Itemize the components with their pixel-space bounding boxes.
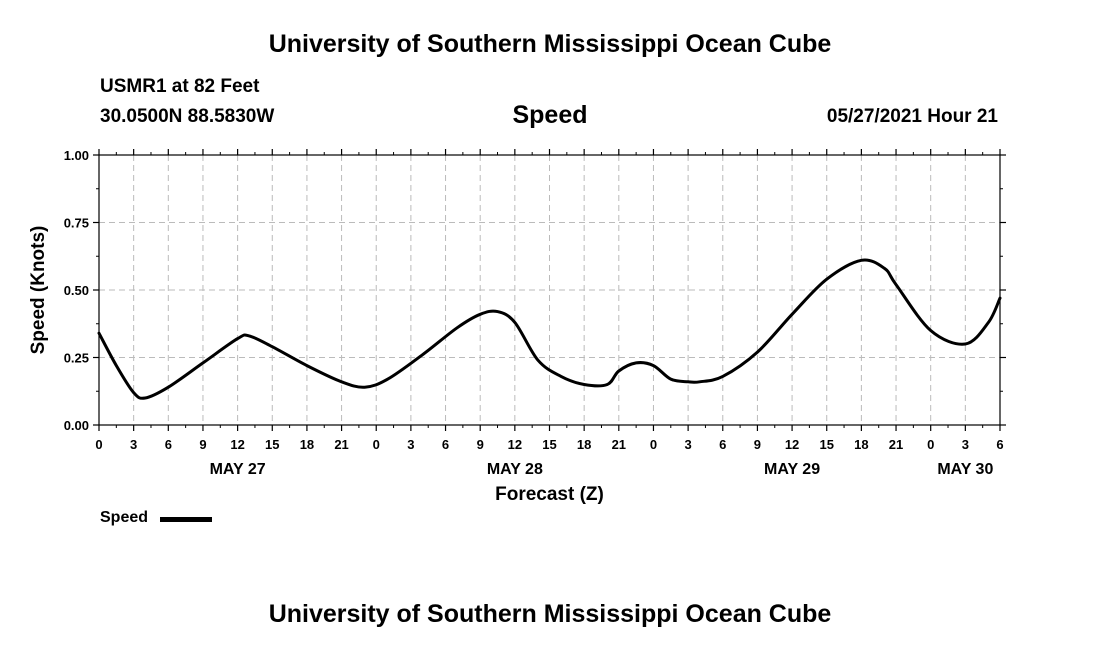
y-tick-label: 0.50: [64, 283, 89, 298]
x-tick-label: 6: [996, 437, 1003, 452]
legend-swatch: [160, 517, 212, 522]
x-tick-label: 9: [754, 437, 761, 452]
x-axis-title: Forecast (Z): [495, 484, 604, 505]
x-tick-label: 3: [684, 437, 691, 452]
plot-frame: [98, 154, 1001, 426]
x-tick-label: 21: [612, 437, 626, 452]
x-tick-label: 12: [785, 437, 799, 452]
x-tick-label: 6: [442, 437, 449, 452]
x-tick-label: 0: [95, 437, 102, 452]
x-tick-label: 0: [650, 437, 657, 452]
x-tick-label: 15: [819, 437, 833, 452]
x-date-label: MAY 30: [937, 461, 993, 478]
y-tick-label: 1.00: [64, 148, 89, 163]
x-tick-label: 3: [962, 437, 969, 452]
x-tick-label: 12: [230, 437, 244, 452]
x-tick-label: 3: [407, 437, 414, 452]
x-tick-label: 9: [199, 437, 206, 452]
x-tick-label: 18: [577, 437, 591, 452]
axis-labels: 0.00 0.25 0.50 0.75 1.00 0 3 6 9 12 15 18 21 0 3 6 9 12 15…: [28, 148, 1004, 505]
forecast-datetime: 05/27/2021 Hour 21: [826, 106, 998, 127]
x-tick-label: 18: [854, 437, 868, 452]
station-label: USMR1 at 82 Feet: [100, 76, 260, 97]
x-tick-label: 9: [477, 437, 484, 452]
coordinates-label: 30.0500N 88.5830W: [100, 106, 275, 127]
grid: [99, 155, 1000, 425]
chart-subtitle: Speed: [512, 101, 588, 129]
y-tick-label: 0.25: [64, 351, 89, 366]
x-tick-label: 0: [927, 437, 934, 452]
x-tick-label: 15: [542, 437, 556, 452]
series-line-speed: [97, 258, 1002, 400]
x-date-label: MAY 29: [764, 461, 820, 478]
x-tick-label: 6: [165, 437, 172, 452]
y-tick-label: 0.00: [64, 418, 89, 433]
x-tick-label: 15: [265, 437, 279, 452]
x-tick-label: 6: [719, 437, 726, 452]
x-tick-label: 18: [300, 437, 314, 452]
x-tick-label: 12: [508, 437, 522, 452]
footer-title: University of Southern Mississippi Ocean…: [268, 600, 832, 628]
legend-label: Speed: [100, 509, 149, 526]
x-tick-label: 3: [130, 437, 137, 452]
x-date-label: MAY 27: [210, 461, 266, 478]
x-tick-label: 21: [334, 437, 348, 452]
page-title: University of Southern Mississippi Ocean…: [268, 30, 832, 58]
y-tick-label: 0.75: [64, 216, 89, 231]
x-tick-label: 21: [889, 437, 903, 452]
x-date-label: MAY 28: [487, 461, 543, 478]
y-axis-title: Speed (Knots): [28, 226, 49, 355]
x-tick-label: 0: [373, 437, 380, 452]
